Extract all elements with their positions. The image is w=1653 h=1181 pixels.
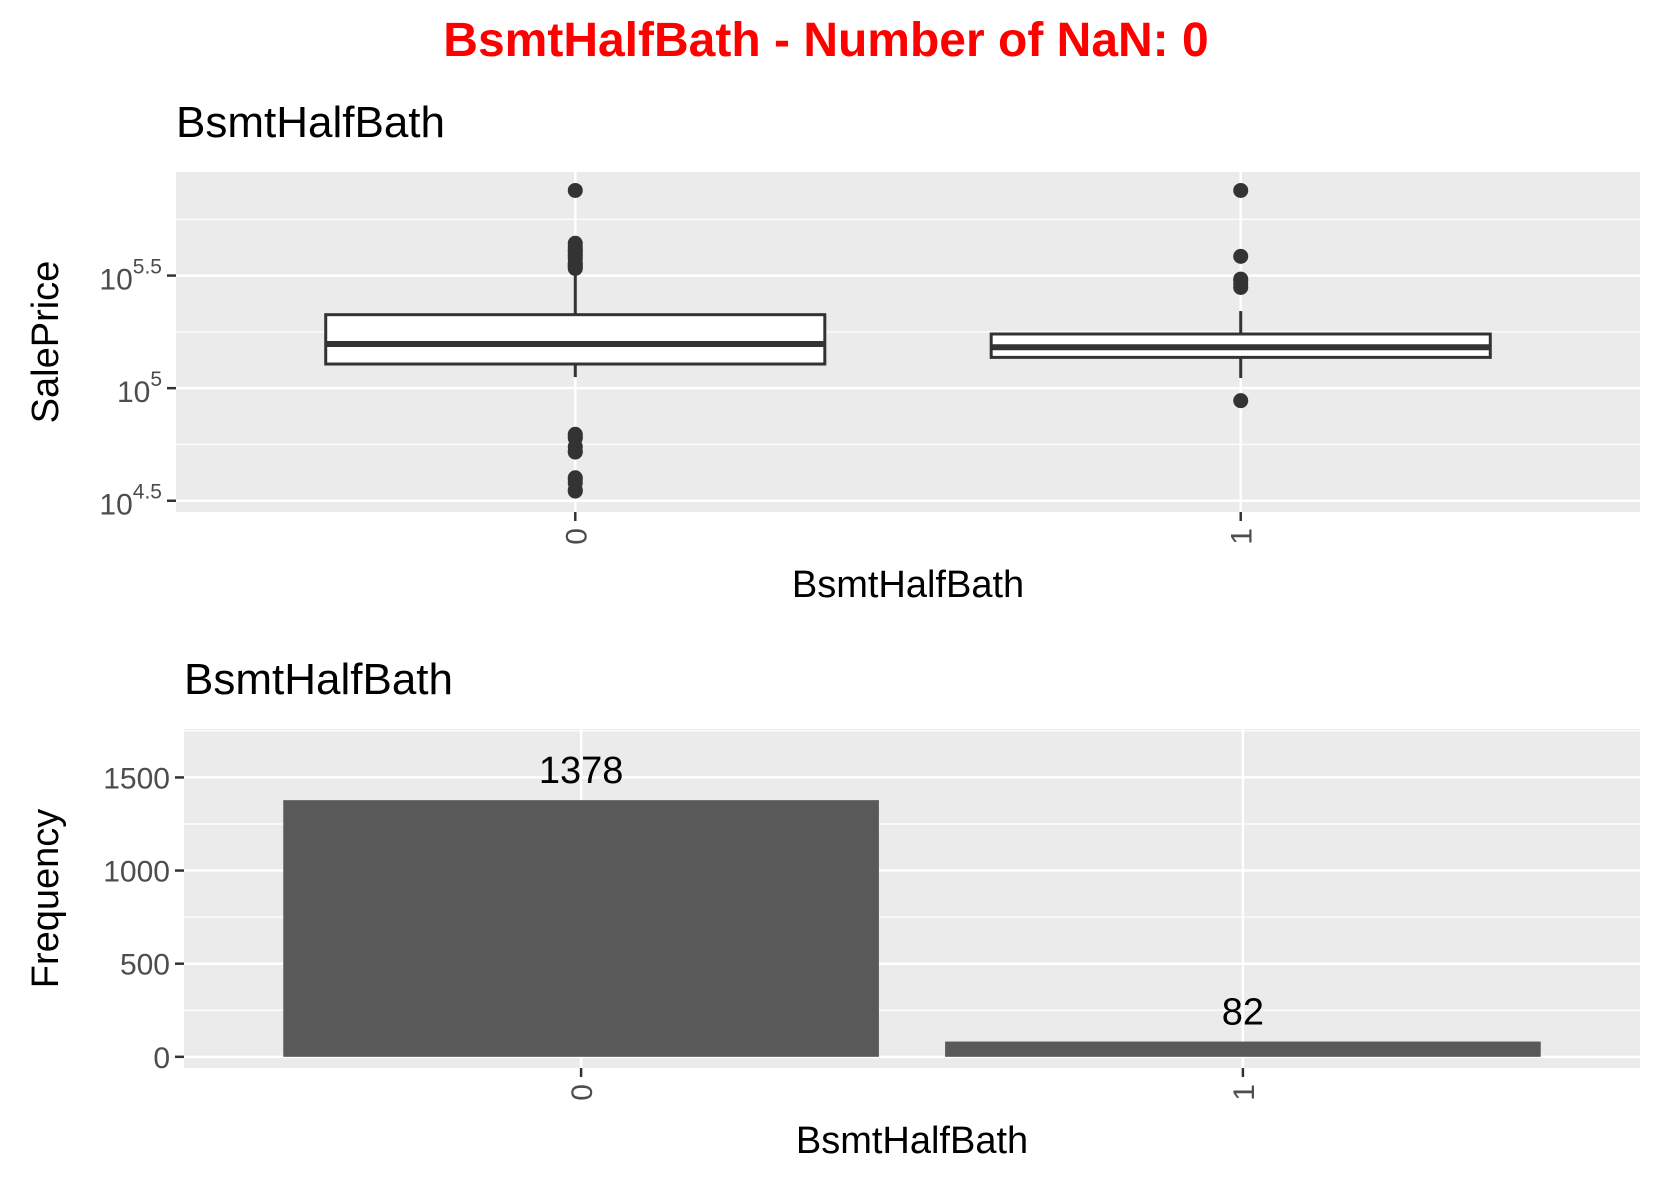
boxplot-x-tick-label: 0 [560, 528, 593, 545]
boxplot-y-tick-base: 10 [99, 264, 132, 297]
bar-y-tick-label: 1000 [103, 856, 170, 889]
boxplot-outlier-point [1233, 271, 1249, 287]
boxplot-y-tick-base: 10 [99, 489, 132, 522]
bar-x-tick-label: 1 [1228, 1084, 1261, 1101]
figure-title: BsmtHalfBath - Number of NaN: 0 [443, 14, 1208, 67]
bar-y-tick-label: 0 [153, 1042, 170, 1075]
bar-x-tick-label: 0 [566, 1084, 599, 1101]
bar-x-axis-title: BsmtHalfBath [796, 1120, 1028, 1162]
boxplot-box [324, 313, 827, 366]
bar-y-tick-label: 500 [120, 949, 170, 982]
boxplot-y-tick-label: 104.5 [99, 481, 162, 522]
boxplot-y-tick-base: 10 [117, 376, 150, 409]
bar [945, 1041, 1541, 1057]
bar-data-label: 1378 [539, 750, 624, 792]
boxplot-y-tick-label: 105.5 [99, 256, 162, 297]
bar [283, 800, 879, 1057]
boxplot-outlier-point [567, 235, 583, 251]
boxplot-outlier-point [1233, 248, 1249, 264]
bar-chart: 0 500 1000 1500 1378 82 0 1 BsmtHalfBath BsmtHalf… [25, 655, 1640, 1162]
boxplot-outlier-point [567, 426, 583, 442]
boxplot-outlier-point [567, 182, 583, 198]
bar-data-label: 82 [1222, 992, 1264, 1034]
boxplot-outlier-point [1233, 393, 1249, 409]
boxplot-y-tick-exponent: 5 [150, 368, 162, 391]
boxplot-x-axis-title: BsmtHalfBath [792, 564, 1024, 606]
boxplot-y-tick-exponent: 4.5 [133, 481, 162, 504]
boxplot-y-axis-title: SalePrice [25, 261, 67, 424]
boxplot-title: BsmtHalfBath [176, 98, 445, 147]
bar-title: BsmtHalfBath [184, 655, 453, 704]
bar-y-axis-title: Frequency [25, 809, 67, 989]
bar-y-tick-label: 1500 [103, 762, 170, 795]
boxplot-y-tick-exponent: 5.5 [133, 256, 162, 279]
boxplot-x-tick-label: 1 [1226, 528, 1259, 545]
boxplot-y-tick-label: 105 [117, 368, 162, 409]
boxplot-outlier-point [1233, 182, 1249, 198]
boxplot-outlier-point [567, 470, 583, 486]
